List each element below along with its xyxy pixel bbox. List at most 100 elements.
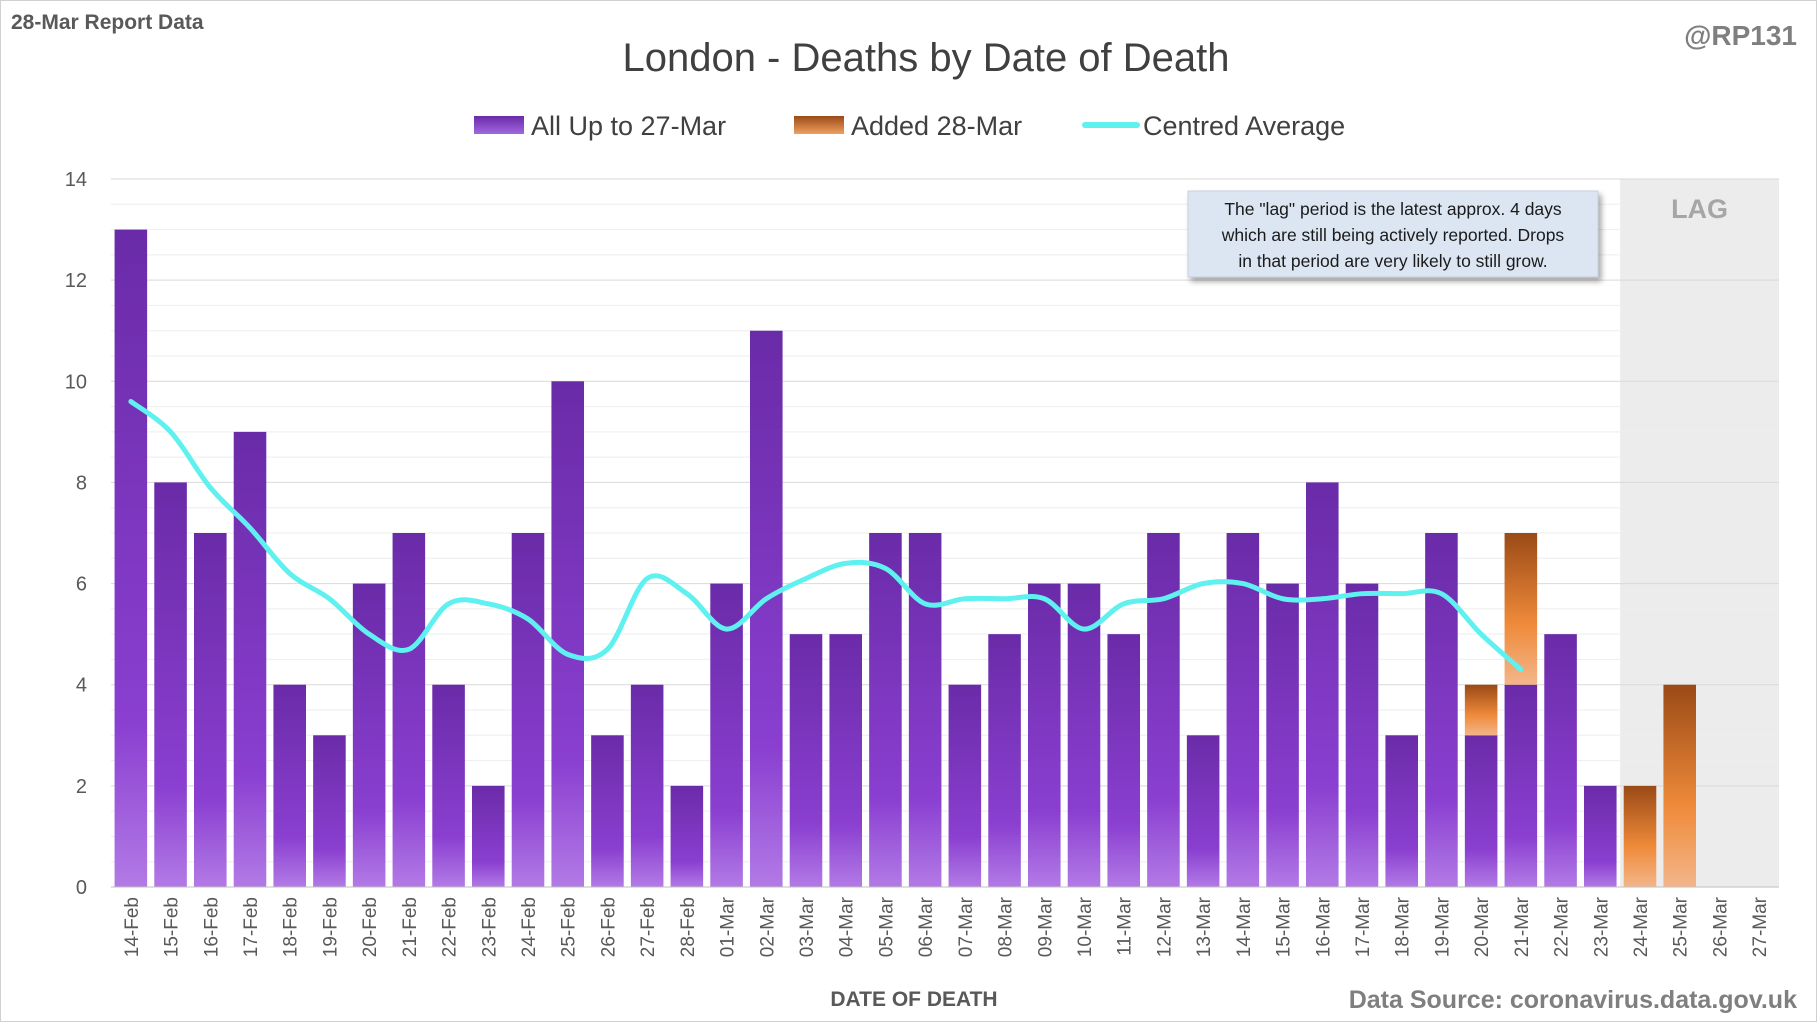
bar-existing-17-Mar — [1345, 583, 1379, 887]
bar-existing-24-Feb — [511, 533, 545, 887]
bar-existing-12-Mar — [1147, 533, 1180, 887]
x-tick-label-08-Mar: 08-Mar — [996, 896, 1017, 957]
chart-title: London - Deaths by Date of Death — [622, 36, 1229, 80]
bar-existing-06-Mar — [908, 533, 942, 887]
lag-note: The "lag" period is the latest approx. 4… — [1187, 190, 1599, 278]
bar-existing-04-Mar — [829, 634, 862, 887]
y-tick-label: 2 — [76, 776, 87, 798]
y-tick-label: 10 — [65, 371, 87, 393]
x-tick-label-25-Mar: 25-Mar — [1671, 896, 1692, 957]
data-source: Data Source: coronavirus.data.gov.uk — [1349, 986, 1797, 1014]
bar-existing-08-Mar — [988, 634, 1021, 887]
y-tick-label: 8 — [76, 472, 87, 494]
bar-existing-11-Mar — [1107, 634, 1140, 887]
x-tick-label-27-Mar: 27-Mar — [1750, 896, 1771, 957]
legend-label-existing: All Up to 27-Mar — [531, 111, 726, 141]
x-tick-label-21-Mar: 21-Mar — [1512, 896, 1533, 957]
bar-existing-14-Mar — [1226, 533, 1260, 887]
x-tick-label-05-Mar: 05-Mar — [876, 896, 897, 957]
centred-average-line — [128, 399, 1524, 673]
x-tick-label-23-Feb: 23-Feb — [479, 897, 500, 957]
x-tick-labels: 14-Feb 15-Feb 16-Feb 17-Feb 18-Feb 19-Feb 20-F… — [122, 896, 1771, 957]
bar-existing-23-Feb — [472, 785, 505, 887]
x-tick-label-18-Feb: 18-Feb — [281, 897, 302, 957]
x-tick-label-15-Feb: 15-Feb — [162, 897, 183, 957]
bar-existing-07-Mar — [948, 684, 982, 887]
x-tick-label-28-Feb: 28-Feb — [678, 897, 699, 957]
x-tick-label-02-Mar: 02-Mar — [757, 896, 778, 957]
x-tick-label-20-Feb: 20-Feb — [360, 897, 381, 957]
bar-existing-22-Mar — [1544, 634, 1577, 887]
bar-existing-18-Mar — [1385, 735, 1418, 887]
bar-added-24-Mar — [1623, 785, 1657, 887]
bar-existing-19-Feb — [313, 735, 346, 887]
x-tick-label-04-Mar: 04-Mar — [837, 896, 858, 957]
x-tick-label-17-Mar: 17-Mar — [1353, 896, 1374, 957]
x-tick-label-09-Mar: 09-Mar — [1035, 896, 1056, 957]
bar-existing-25-Feb — [551, 381, 584, 887]
report-date-label: 28-Mar Report Data — [11, 11, 204, 34]
legend: All Up to 27-Mar Added 28-Mar Centred Av… — [474, 111, 1345, 141]
author-handle: @RP131 — [1684, 20, 1797, 51]
bar-existing-28-Feb — [670, 785, 704, 887]
x-tick-label-26-Feb: 26-Feb — [598, 897, 619, 957]
x-tick-label-14-Mar: 14-Mar — [1234, 896, 1255, 957]
x-axis-title: DATE OF DEATH — [830, 988, 997, 1011]
y-tick-label: 4 — [76, 675, 87, 697]
x-tick-label-03-Mar: 03-Mar — [797, 896, 818, 957]
legend-swatch-existing — [474, 116, 524, 134]
legend-label-average: Centred Average — [1143, 111, 1345, 141]
lag-label: LAG — [1671, 194, 1728, 224]
bar-existing-17-Feb — [233, 431, 267, 887]
x-tick-label-21-Feb: 21-Feb — [400, 897, 421, 957]
x-tick-label-19-Mar: 19-Mar — [1432, 896, 1453, 957]
bar-existing-13-Mar — [1186, 735, 1220, 887]
x-tick-label-07-Mar: 07-Mar — [956, 896, 977, 957]
x-tick-label-19-Feb: 19-Feb — [320, 897, 341, 957]
y-tick-label: 12 — [65, 270, 87, 292]
x-tick-label-14-Feb: 14-Feb — [122, 897, 143, 957]
x-tick-label-23-Mar: 23-Mar — [1591, 896, 1612, 957]
x-tick-label-12-Mar: 12-Mar — [1154, 896, 1175, 957]
x-tick-label-16-Feb: 16-Feb — [201, 897, 222, 957]
bars — [114, 229, 1696, 888]
y-tick-labels: 0 2 4 6 8 10 12 14 — [65, 169, 87, 899]
bar-existing-10-Mar — [1067, 583, 1101, 887]
x-tick-label-01-Mar: 01-Mar — [718, 896, 739, 957]
bar-existing-26-Feb — [591, 735, 624, 887]
lag-note-line-2: which are still being actively reported.… — [1221, 225, 1565, 245]
bar-existing-15-Feb — [154, 482, 187, 887]
bar-existing-15-Mar — [1266, 583, 1299, 887]
bar-existing-09-Mar — [1028, 583, 1061, 887]
x-tick-label-11-Mar: 11-Mar — [1115, 896, 1136, 955]
bar-existing-18-Feb — [273, 684, 306, 887]
x-tick-label-15-Mar: 15-Mar — [1274, 896, 1295, 957]
bar-existing-16-Feb — [194, 533, 227, 887]
x-tick-label-27-Feb: 27-Feb — [638, 897, 659, 957]
x-tick-label-26-Mar: 26-Mar — [1710, 896, 1731, 957]
x-tick-label-16-Mar: 16-Mar — [1313, 896, 1334, 957]
bar-existing-23-Mar — [1584, 785, 1617, 887]
y-tick-label: 14 — [65, 169, 87, 191]
bar-existing-22-Feb — [432, 684, 465, 887]
x-tick-label-22-Feb: 22-Feb — [440, 897, 461, 957]
lag-note-line-3: in that period are very likely to still … — [1238, 251, 1547, 271]
x-tick-label-24-Mar: 24-Mar — [1631, 896, 1652, 957]
x-tick-label-13-Mar: 13-Mar — [1194, 896, 1215, 957]
bar-existing-19-Mar — [1425, 533, 1458, 887]
bar-existing-21-Feb — [392, 533, 426, 887]
x-tick-label-22-Mar: 22-Mar — [1552, 896, 1573, 957]
x-tick-label-24-Feb: 24-Feb — [519, 897, 540, 957]
legend-swatch-added — [794, 116, 844, 134]
bar-existing-05-Mar — [869, 533, 902, 887]
y-tick-label: 0 — [76, 877, 87, 899]
bar-existing-16-Mar — [1306, 482, 1339, 887]
x-tick-label-20-Mar: 20-Mar — [1472, 896, 1493, 957]
x-tick-label-25-Feb: 25-Feb — [559, 897, 580, 957]
x-tick-label-17-Feb: 17-Feb — [241, 897, 262, 957]
bar-existing-03-Mar — [789, 634, 823, 887]
bar-existing-27-Feb — [630, 684, 664, 887]
lag-note-box — [1187, 190, 1599, 278]
bar-existing-20-Feb — [352, 583, 386, 887]
